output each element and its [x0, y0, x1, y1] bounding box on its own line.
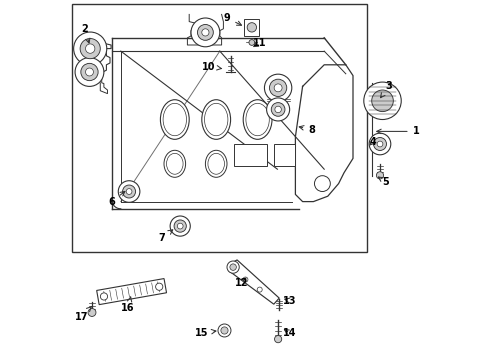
Bar [72, 4, 368, 252]
Circle shape [174, 220, 186, 232]
Circle shape [267, 98, 290, 121]
Polygon shape [97, 279, 167, 305]
Circle shape [86, 68, 94, 76]
Text: 13: 13 [283, 296, 297, 306]
Circle shape [275, 106, 281, 113]
Circle shape [257, 287, 262, 292]
Circle shape [265, 74, 292, 102]
Text: 3: 3 [381, 81, 392, 98]
Ellipse shape [246, 103, 270, 136]
Circle shape [197, 24, 213, 40]
Circle shape [315, 176, 330, 192]
Ellipse shape [163, 103, 187, 136]
Text: 2: 2 [81, 24, 90, 43]
Text: 6: 6 [108, 192, 125, 207]
Circle shape [376, 172, 384, 179]
Text: 12: 12 [235, 278, 248, 288]
Bar [274, 144, 295, 166]
Text: 5: 5 [378, 177, 389, 187]
Text: 9: 9 [223, 13, 242, 25]
Circle shape [81, 63, 98, 81]
Circle shape [100, 293, 108, 300]
Circle shape [249, 40, 255, 45]
Circle shape [88, 309, 96, 316]
Circle shape [191, 18, 220, 47]
Circle shape [227, 261, 239, 273]
Circle shape [274, 336, 282, 343]
Ellipse shape [243, 100, 272, 139]
Circle shape [177, 223, 183, 229]
Circle shape [243, 277, 248, 282]
Circle shape [118, 181, 140, 202]
Circle shape [202, 29, 209, 36]
Circle shape [247, 23, 257, 32]
Circle shape [170, 216, 190, 236]
Ellipse shape [160, 100, 189, 139]
Circle shape [373, 138, 387, 150]
Circle shape [86, 44, 95, 53]
Circle shape [80, 39, 100, 59]
Text: 10: 10 [202, 62, 221, 72]
Circle shape [230, 264, 236, 270]
Circle shape [122, 185, 136, 198]
Circle shape [377, 141, 383, 147]
Text: 7: 7 [159, 230, 172, 243]
Text: 1: 1 [377, 126, 419, 136]
Text: 14: 14 [283, 328, 297, 338]
Circle shape [369, 133, 391, 155]
Circle shape [364, 82, 401, 120]
Circle shape [156, 283, 163, 290]
Bar [234, 144, 267, 166]
Circle shape [218, 324, 231, 337]
Circle shape [74, 32, 107, 65]
Text: 17: 17 [74, 307, 91, 322]
Text: 16: 16 [121, 297, 135, 313]
Circle shape [126, 189, 132, 194]
Bar [245, 19, 259, 36]
Text: 8: 8 [299, 125, 315, 135]
Ellipse shape [205, 150, 227, 177]
Ellipse shape [202, 100, 231, 139]
Ellipse shape [164, 150, 186, 177]
Circle shape [372, 90, 393, 112]
Polygon shape [229, 260, 279, 304]
Ellipse shape [167, 153, 183, 174]
Ellipse shape [204, 103, 228, 136]
Circle shape [271, 103, 285, 116]
Circle shape [221, 327, 228, 334]
Text: 11: 11 [253, 38, 266, 48]
Text: 15: 15 [195, 328, 216, 338]
Circle shape [75, 58, 104, 86]
Circle shape [274, 84, 282, 92]
Text: 4: 4 [369, 137, 376, 147]
Circle shape [270, 79, 287, 96]
Ellipse shape [208, 153, 224, 174]
